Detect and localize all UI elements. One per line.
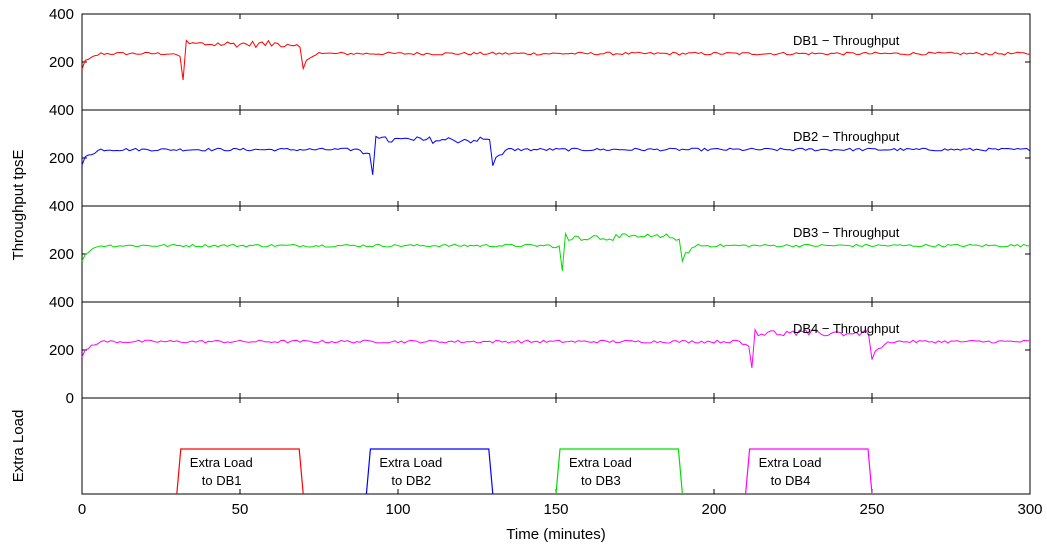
series-label-db2: DB2 − Throughput bbox=[793, 129, 900, 144]
load-label-line2: to DB3 bbox=[581, 473, 621, 488]
x-tick-label: 300 bbox=[1017, 501, 1042, 518]
series-line-db2 bbox=[81, 135, 1031, 175]
y-tick-label: 200 bbox=[49, 150, 74, 167]
panel-frame-db3 bbox=[81, 205, 1031, 303]
series-label-db4: DB4 − Throughput bbox=[793, 321, 900, 336]
extra-load-axis-title: Extra Load bbox=[10, 410, 27, 483]
series-line-db4 bbox=[81, 327, 1030, 369]
series-line-db3 bbox=[81, 231, 1031, 271]
y-tick-label: 400 bbox=[49, 198, 74, 215]
panel-frame-db4 bbox=[81, 301, 1031, 399]
x-tick-label: 50 bbox=[232, 501, 249, 518]
x-tick-label: 250 bbox=[859, 501, 884, 518]
y-tick-label: 0 bbox=[66, 390, 74, 407]
load-label-line2: to DB1 bbox=[202, 473, 242, 488]
x-tick-label: 200 bbox=[701, 501, 726, 518]
y-tick-label: 400 bbox=[49, 6, 74, 23]
panel-frame-db2 bbox=[81, 109, 1031, 207]
series-label-db3: DB3 − Throughput bbox=[793, 225, 900, 240]
load-label-line2: to DB4 bbox=[771, 473, 811, 488]
x-tick-label: 100 bbox=[385, 501, 410, 518]
load-label-line1: Extra Load bbox=[759, 455, 822, 470]
y-tick-label: 400 bbox=[49, 102, 74, 119]
y-tick-label: 200 bbox=[49, 246, 74, 263]
y-axis-title: Throughput tpsE bbox=[10, 150, 27, 261]
load-pulse-db2 bbox=[365, 448, 494, 495]
load-label-line1: Extra Load bbox=[379, 455, 442, 470]
x-tick-label: 150 bbox=[543, 501, 568, 518]
series-label-db1: DB1 − Throughput bbox=[793, 33, 900, 48]
series-line-db1 bbox=[81, 39, 1031, 81]
load-label-line2: to DB2 bbox=[391, 473, 431, 488]
y-tick-label: 200 bbox=[49, 342, 74, 359]
load-pulse-db1 bbox=[176, 448, 304, 495]
x-axis-title: Time (minutes) bbox=[506, 526, 605, 543]
load-label-line1: Extra Load bbox=[569, 455, 632, 470]
x-tick-label: 0 bbox=[78, 501, 86, 518]
y-tick-label: 200 bbox=[49, 54, 74, 71]
load-pulse-db3 bbox=[555, 448, 683, 495]
load-pulse-db4 bbox=[745, 448, 873, 495]
panel-frame-db1 bbox=[81, 13, 1031, 111]
y-tick-label: 400 bbox=[49, 294, 74, 311]
load-label-line1: Extra Load bbox=[190, 455, 253, 470]
